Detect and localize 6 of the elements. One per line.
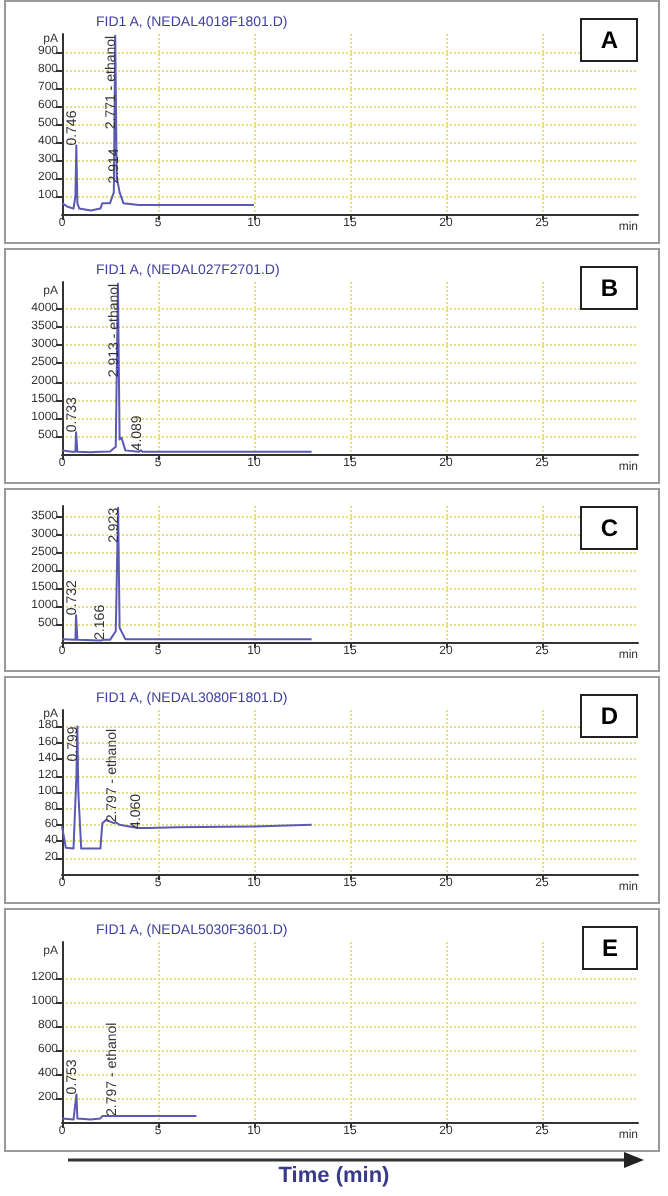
annotation: A [580,18,638,62]
annotation: D [580,694,638,738]
annotation: E [581,926,638,970]
annotation: B [580,266,638,310]
text: Time (min) [276,1164,392,1188]
annotation: C [580,506,638,550]
